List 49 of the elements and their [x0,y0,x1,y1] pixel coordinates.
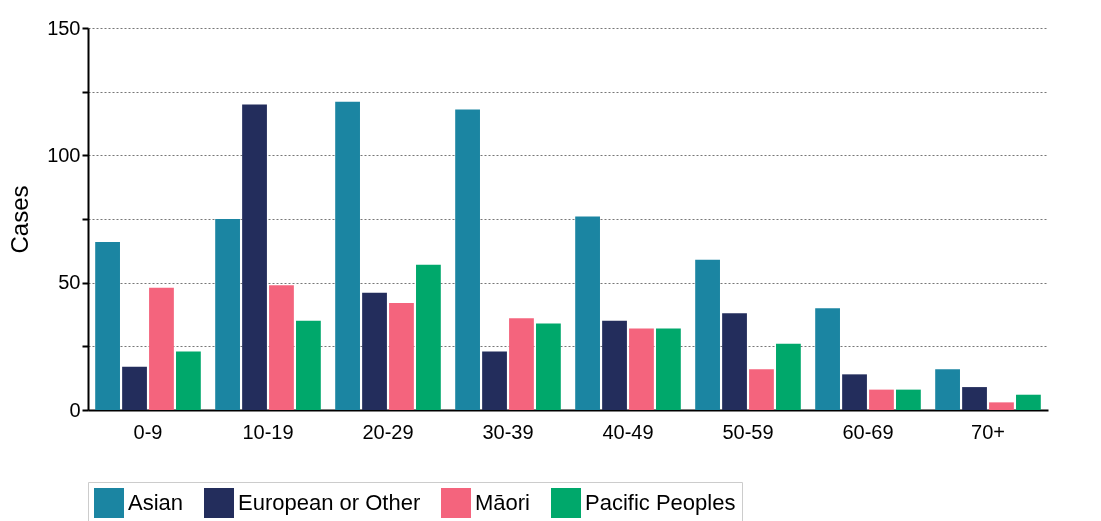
bar [95,241,120,410]
bar [455,109,480,410]
x-tick-label: 30-39 [482,420,534,443]
legend-label: European or Other [238,490,421,515]
bar [749,369,774,410]
bar [296,320,321,410]
bar [896,389,921,410]
bar [656,328,681,410]
bar [962,387,987,410]
bar [149,287,174,410]
legend-label: Pacific Peoples [585,490,736,515]
x-tick-label: 60-69 [842,420,894,443]
x-tick-label: 10-19 [242,420,294,443]
bar [935,369,960,410]
legend-label: Asian [128,490,184,515]
bar [1016,394,1041,410]
y-axis-title: Cases [6,185,34,254]
bar [695,259,720,410]
bar [842,374,867,410]
x-tick-label: 50-59 [722,420,774,443]
bar [362,292,387,410]
bar [335,101,360,410]
x-tick-label: 0-9 [133,420,163,443]
bar [575,216,600,410]
bar [536,323,561,410]
bar [722,313,747,410]
bar [122,366,147,410]
bar [176,351,201,410]
bar [815,308,840,410]
y-tick-label: 0 [69,398,81,421]
bar [242,104,267,410]
x-tick-label: 70+ [971,420,1005,443]
bar [416,264,441,410]
x-tick-label: 20-29 [362,420,414,443]
bar [269,285,294,410]
x-tick-label: 40-49 [602,420,654,443]
y-tick-label: 150 [47,16,81,39]
bar [989,402,1014,410]
bar [602,320,627,410]
legend-label: Māori [475,490,531,515]
y-tick-label: 50 [58,271,81,294]
bar [482,351,507,410]
bar [776,343,801,410]
bar [629,328,654,410]
bar [215,219,240,410]
bar [509,318,534,410]
y-tick-label: 100 [47,143,81,166]
bar [389,303,414,410]
bar [869,389,894,410]
